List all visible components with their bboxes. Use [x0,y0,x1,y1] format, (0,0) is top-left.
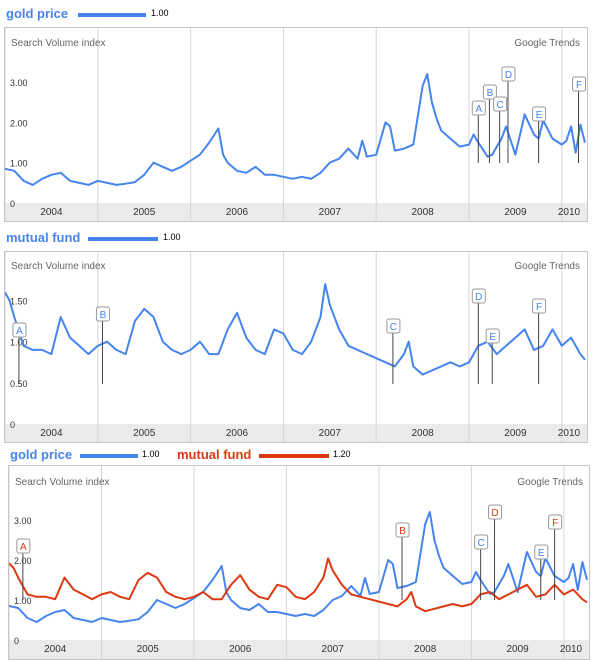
x-tick-label: 2005 [133,428,156,439]
annotation-label[interactable]: C [478,538,485,549]
x-tick-label: 2008 [411,428,434,439]
y-tick-label: 3.00 [14,516,32,526]
x-tick-label: 2005 [137,644,160,655]
chart-svg: 2004 2005 2006 2007 2008 2009 201001.002.003.0… [9,466,589,659]
x-tick-label: 2006 [229,644,252,655]
legend-swatch [88,237,158,241]
annotation-flag[interactable] [534,544,549,560]
annotation-flag[interactable] [548,514,563,530]
annotation-label[interactable]: A [20,542,27,553]
legend-term[interactable]: gold price [6,6,69,21]
x-tick-label: 2009 [504,207,527,218]
legend-term[interactable]: mutual fund [6,230,81,245]
chart-header-right: Google Trends [514,38,580,49]
series-line [9,511,588,623]
y-tick-label: 0 [10,420,15,430]
chart-header-right: Google Trends [514,261,580,272]
annotation-label[interactable]: E [538,548,545,559]
chart-gold-price: 2004 2005 2006 2007 2008 2009 2010 0 1.00 2.00 3.0… [4,27,588,222]
annotation-label[interactable]: C [390,322,397,333]
legend-term[interactable]: mutual fund [177,447,252,462]
x-tick-label: 2007 [319,428,342,439]
chart-header-left: Search Volume index [11,261,106,272]
x-axis-band [5,424,587,442]
annotation-label[interactable]: D [505,70,512,81]
x-tick-label: 2004 [44,644,67,655]
x-tick-label: 2007 [322,644,345,655]
legend-swatch [259,454,329,458]
annotation-flag[interactable] [471,288,486,304]
y-tick-label: 0 [14,636,19,646]
x-tick-label: 2010 [558,207,581,218]
legend-value: 1.20 [333,449,351,459]
annotation-label[interactable]: A [475,104,482,115]
x-tick-label: 2008 [411,207,434,218]
chart-comparison: 2004 2005 2006 2007 2008 2009 2010 0 1.00 2.00 3.0… [8,465,590,660]
annotation-label[interactable]: F [576,80,582,91]
annotation-label[interactable]: E [536,110,543,121]
annotation-flag[interactable] [471,100,486,116]
chart-header-right: Google Trends [517,477,583,488]
x-tick-label: 2010 [560,644,583,655]
annotation-flag[interactable] [532,106,547,122]
annotation-label[interactable]: D [491,508,498,519]
annotation-flag[interactable] [16,538,31,554]
x-axis-band [9,640,589,659]
annotation-flag[interactable] [482,84,497,100]
legend-swatch [78,13,146,17]
x-tick-label: 2009 [507,644,530,655]
annotation-flag[interactable] [501,66,516,82]
legend-value: 1.00 [151,8,169,18]
chart-svg: 200420052006200720082009201000.501.001.5… [5,252,587,442]
x-axis-band [5,203,587,221]
legend-swatch [80,454,138,458]
x-tick-label: 2005 [133,207,156,218]
legend-term[interactable]: gold price [10,447,73,462]
x-tick-label: 2004 [40,428,63,439]
annotation-label[interactable]: B [487,88,494,99]
y-tick-label: 1.00 [10,159,28,169]
y-tick-label: 0 [10,199,15,209]
annotation-flag[interactable] [532,298,547,314]
x-tick-label: 2009 [504,428,527,439]
y-tick-label: 2.00 [10,118,28,128]
chart-mutual-fund: 200420052006200720082009201000.501.001.5… [4,251,588,443]
x-tick-label: 2007 [319,207,342,218]
annotation-flag[interactable] [493,96,508,112]
series-line [9,557,588,613]
annotation-flag[interactable] [395,522,410,538]
chart-header-left: Search Volume index [11,38,106,49]
annotation-label[interactable]: C [497,100,504,111]
annotation-flag[interactable] [95,306,110,322]
x-tick-label: 2006 [226,428,249,439]
legend-value: 1.00 [163,232,181,242]
annotation-flag[interactable] [12,322,27,338]
legend-value: 1.00 [142,449,160,459]
x-tick-label: 2010 [558,428,581,439]
series-line [5,73,586,186]
x-tick-label: 2006 [226,207,249,218]
y-tick-label: 1.50 [10,297,28,307]
annotation-label[interactable]: D [475,292,482,303]
annotation-flag[interactable] [474,534,489,550]
chart-header-left: Search Volume index [15,477,110,488]
annotation-label[interactable]: F [552,518,558,529]
annotation-flag[interactable] [386,318,401,334]
annotation-flag[interactable] [485,328,500,344]
y-tick-label: 1.00 [14,596,32,606]
annotation-label[interactable]: A [16,326,23,337]
y-tick-label: 3.00 [10,78,28,88]
annotation-label[interactable]: B [100,310,107,321]
annotation-label[interactable]: E [489,332,496,343]
x-tick-label: 2004 [40,207,63,218]
annotation-flag[interactable] [572,76,587,92]
annotation-label[interactable]: F [536,302,542,313]
x-tick-label: 2008 [414,644,437,655]
chart-svg: 2004 2005 2006 2007 2008 2009 2010 0 1.00 2.00 3.0… [5,28,587,221]
annotation-flag[interactable] [488,504,503,520]
annotation-label[interactable]: B [399,526,406,537]
